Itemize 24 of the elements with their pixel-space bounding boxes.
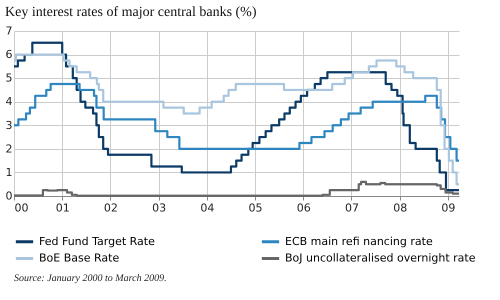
x-tick-label: 03 [152, 202, 166, 214]
legend-label: BoJ uncollateralised overnight rate [285, 252, 476, 264]
y-tick-label: 1 [6, 166, 12, 179]
x-tick-label: 07 [344, 202, 359, 214]
x-tick-label: 00 [14, 202, 28, 214]
legend-label: Fed Fund Target Rate [39, 234, 156, 248]
legend-label: ECB main refi nancing rate [285, 234, 433, 248]
y-tick-label: 2 [6, 142, 12, 156]
x-tick-label: 08 [393, 202, 408, 214]
y-tick-label: 3 [6, 118, 12, 132]
x-tick-label: 02 [104, 202, 118, 214]
x-tick-label: 01 [56, 202, 70, 214]
y-tick-label: 4 [6, 95, 12, 108]
y-tick-label: 5 [6, 72, 12, 85]
x-tick-label: 05 [248, 202, 263, 214]
y-tick-label: 0 [6, 190, 12, 202]
y-tick-label: 7 [6, 24, 12, 38]
x-tick-label: 09 [441, 202, 456, 214]
legend-label: BoE Base Rate [39, 252, 120, 264]
chart-title: Key interest rates of major central banks (%) [5, 5, 257, 20]
x-tick-label: 04 [200, 202, 214, 214]
x-tick-label: 06 [296, 202, 311, 214]
source-note: Source: January 2000 to March 2009. [14, 273, 167, 284]
y-tick-label: 6 [6, 48, 12, 62]
